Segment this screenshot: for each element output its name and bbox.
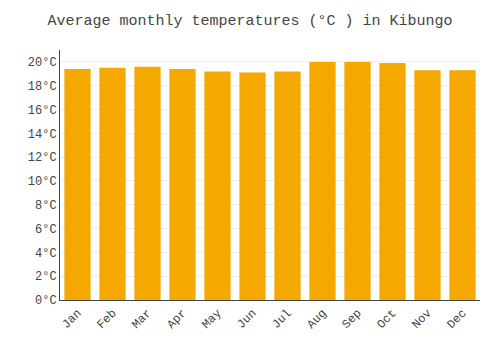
svg-text:6°C: 6°C [35,223,57,237]
svg-text:0°C: 0°C [35,294,57,308]
svg-text:Apr: Apr [164,307,189,332]
svg-text:14°C: 14°C [28,128,57,142]
svg-text:Jul: Jul [269,307,294,332]
svg-text:Average monthly temperatures (: Average monthly temperatures (°C ) in Ki… [47,13,452,30]
svg-text:May: May [199,307,224,332]
svg-text:18°C: 18°C [28,80,57,94]
svg-text:20°C: 20°C [28,56,57,70]
svg-text:10°C: 10°C [28,175,57,189]
svg-text:Oct: Oct [374,307,399,332]
svg-text:Jun: Jun [234,307,259,332]
svg-text:Jan: Jan [59,307,84,332]
svg-text:4°C: 4°C [35,247,57,261]
svg-text:Dec: Dec [444,307,469,332]
svg-text:Feb: Feb [94,307,119,332]
svg-text:Sep: Sep [339,307,364,332]
svg-text:Nov: Nov [409,307,434,332]
svg-text:8°C: 8°C [35,199,57,213]
svg-text:16°C: 16°C [28,104,57,118]
svg-text:Mar: Mar [129,307,154,332]
svg-text:2°C: 2°C [35,270,57,284]
svg-text:Aug: Aug [304,307,329,332]
svg-text:12°C: 12°C [28,151,57,165]
